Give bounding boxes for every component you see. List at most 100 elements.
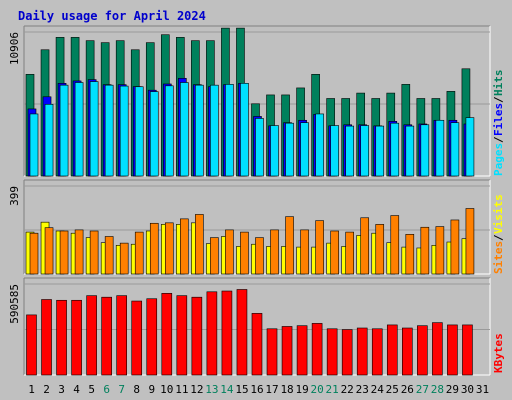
bar-kbytes-day-8	[131, 300, 143, 376]
x-tick-label: 3	[58, 383, 65, 396]
x-tick-label: 7	[118, 383, 125, 396]
bar-sites-day-17	[270, 229, 279, 275]
bar-sites-day-7	[119, 242, 129, 275]
x-tick-label: 26	[401, 383, 414, 396]
bar-pages-day-2	[44, 104, 54, 177]
bar-kbytes-day-20	[311, 323, 323, 376]
x-axis-labels: 1 2 3 4 5 6 7 8 9 10 11 12 13 14 15 16 17 18 19 20 21 22 23 24 2…	[28, 383, 489, 396]
bar-kbytes-day-1	[26, 314, 37, 376]
bar-pages-day-18	[285, 122, 294, 177]
bar-pages-day-29	[450, 122, 460, 177]
x-tick-label: 19	[295, 383, 308, 396]
chart-title: Daily usage for April 2024	[18, 9, 206, 23]
bar-kbytes-day-21	[326, 328, 338, 376]
x-tick-label: 17	[265, 383, 278, 396]
bar-pages-day-3	[59, 84, 69, 177]
bar-pages-day-28	[435, 119, 445, 177]
bar-pages-day-24	[375, 125, 385, 177]
bar-sites-day-20	[315, 220, 324, 275]
x-tick-label: 18	[280, 383, 293, 396]
bar-sites-day-25	[390, 215, 400, 275]
bar-sites-day-6	[104, 236, 114, 275]
bar-sites-day-13	[210, 237, 219, 275]
bar-kbytes-day-16	[251, 313, 263, 376]
x-tick-label: 8	[133, 383, 140, 396]
legend-item-sites: Sites	[492, 241, 505, 274]
bar-sites-day-30	[465, 208, 475, 275]
x-tick-label: 13	[205, 383, 218, 396]
bar-kbytes-day-14	[221, 290, 233, 376]
bar-pages-day-13	[210, 84, 219, 177]
bar-kbytes-day-18	[281, 326, 293, 376]
bar-sites-day-26	[405, 234, 415, 275]
bar-pages-day-26	[405, 125, 415, 177]
x-tick-label: 28	[431, 383, 444, 396]
bar-kbytes-day-19	[296, 325, 308, 376]
bar-sites-day-23	[360, 217, 370, 275]
bar-kbytes-day-25	[386, 324, 398, 376]
bar-kbytes-day-15	[236, 289, 248, 376]
y-axis-max-label: 10906	[8, 32, 21, 65]
bar-sites-day-15	[240, 231, 249, 275]
bar-kbytes-day-4	[71, 299, 82, 376]
bar-sites-day-2	[44, 227, 54, 275]
bar-pages-day-14	[225, 84, 234, 177]
bar-kbytes-day-9	[146, 298, 158, 376]
bar-kbytes-day-29	[447, 324, 458, 376]
x-tick-label: 23	[356, 383, 369, 396]
bar-kbytes-day-17	[266, 328, 278, 376]
legend-separator: /	[492, 96, 505, 103]
x-tick-label: 10	[160, 383, 173, 396]
bar-kbytes-day-23	[356, 327, 368, 376]
bar-pages-day-16	[255, 118, 264, 177]
bar-pages-day-19	[300, 122, 309, 177]
bar-kbytes-day-24	[371, 328, 383, 376]
legend-kbytes: KBytes	[492, 333, 505, 373]
bar-sites-day-27	[420, 226, 430, 275]
legend-item-files: Files	[492, 103, 505, 136]
bar-kbytes-day-30	[462, 324, 473, 376]
bar-sites-day-8	[134, 231, 144, 275]
x-tick-label: 30	[461, 383, 474, 396]
x-tick-label: 16	[250, 383, 263, 396]
bar-pages-day-30	[465, 117, 475, 177]
x-tick-label: 2	[43, 383, 50, 396]
bar-pages-day-6	[104, 84, 114, 177]
bar-pages-day-17	[270, 125, 279, 177]
bar-sites-day-29	[450, 219, 460, 275]
bar-sites-day-21	[330, 230, 339, 275]
bar-pages-day-20	[315, 113, 324, 177]
x-tick-label: 9	[148, 383, 155, 396]
x-tick-label: 22	[341, 383, 354, 396]
legend-item-kbytes: KBytes	[492, 333, 505, 373]
chart-panels: 10906 399 590585	[8, 25, 491, 376]
bar-pages-day-15	[240, 83, 249, 177]
bar-sites-day-16	[255, 237, 264, 275]
bar-kbytes-day-2	[41, 299, 52, 376]
y-axis-max-label: 590585	[8, 284, 21, 324]
bar-sites-day-18	[285, 216, 294, 275]
bar-sites-day-9	[149, 222, 159, 275]
x-tick-label: 20	[311, 383, 324, 396]
x-tick-label: 15	[235, 383, 248, 396]
bar-sites-day-1	[29, 232, 39, 275]
x-tick-label: 11	[175, 383, 188, 396]
legend-visits-sites: Sites/Visits	[492, 194, 505, 274]
x-tick-label: 31	[476, 383, 489, 396]
bar-kbytes-day-22	[341, 329, 353, 376]
x-tick-label: 5	[88, 383, 95, 396]
legend-separator: /	[492, 136, 505, 143]
bar-pages-day-5	[89, 81, 99, 177]
bar-kbytes-day-7	[116, 295, 127, 376]
x-tick-label: 21	[326, 383, 339, 396]
bar-pages-day-9	[149, 91, 159, 177]
bar-kbytes-day-5	[86, 295, 97, 376]
bar-sites-day-12	[195, 214, 204, 275]
bar-pages-day-22	[345, 125, 354, 177]
x-tick-label: 4	[73, 383, 80, 396]
x-tick-label: 12	[190, 383, 203, 396]
bar-sites-day-4	[74, 229, 84, 275]
bar-kbytes-day-27	[417, 325, 428, 376]
legend-separator: /	[492, 234, 505, 241]
bar-sites-day-10	[164, 222, 174, 275]
